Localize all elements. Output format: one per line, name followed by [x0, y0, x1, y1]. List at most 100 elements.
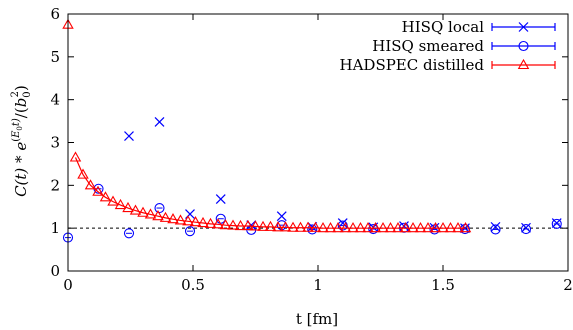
data-point [189, 216, 202, 227]
legend-label: HISQ local [402, 18, 485, 36]
data-point [347, 222, 359, 233]
data-point [354, 222, 367, 233]
data-point [137, 206, 149, 217]
x-marker-stroke [154, 117, 165, 127]
y-tick-label: 2 [50, 176, 60, 194]
data-point [429, 222, 442, 233]
data-point [276, 211, 287, 222]
data-point [422, 222, 434, 233]
data-point [309, 221, 322, 232]
x-tick-label: 0 [63, 276, 73, 294]
data-point [399, 222, 412, 233]
data-point [377, 222, 389, 233]
circle-marker-ring [154, 202, 165, 214]
circle-marker-ring [184, 226, 196, 237]
circle-marker-ring [520, 223, 532, 235]
legend-marker [518, 40, 529, 52]
data-point [234, 219, 247, 231]
data-point [242, 219, 254, 231]
data-point [302, 221, 314, 232]
legend-label: HISQ smeared [372, 37, 484, 55]
data-point [123, 228, 135, 239]
data-point [184, 226, 196, 237]
circle-marker-ring [490, 224, 501, 235]
data-point [185, 209, 195, 219]
data-point [219, 219, 232, 230]
data-point [520, 223, 532, 235]
legend-marker [517, 58, 530, 70]
y-tick-label: 4 [50, 91, 60, 109]
series-line [74, 157, 466, 229]
data-point [84, 179, 97, 190]
x-marker-stroke [521, 222, 531, 233]
data-point [459, 222, 472, 233]
series-layer [62, 18, 562, 243]
data-point [144, 208, 157, 219]
y-tick-label: 0 [50, 262, 60, 280]
data-point [339, 222, 352, 233]
y-tick-label: 3 [50, 134, 60, 152]
data-point [99, 191, 112, 202]
x-marker-stroke [215, 194, 226, 204]
series-2 [62, 18, 472, 233]
data-point [324, 222, 337, 233]
data-point [107, 195, 119, 206]
data-point [369, 222, 382, 233]
x-tick-label: 1.5 [431, 276, 455, 294]
data-point [444, 222, 457, 233]
data-point [204, 217, 217, 228]
x-marker-stroke [276, 211, 287, 222]
plot-frame [67, 13, 569, 272]
circle-marker-ring [551, 218, 562, 229]
circle-marker-ring [123, 228, 135, 239]
data-point [272, 221, 284, 232]
data-point [332, 222, 344, 233]
data-point [287, 221, 299, 232]
data-point [279, 221, 292, 232]
data-point [249, 220, 262, 231]
data-point [437, 222, 449, 233]
legend-label: HADSPEC distilled [340, 56, 485, 74]
data-point [227, 219, 239, 230]
series-0 [124, 117, 562, 234]
data-point [154, 117, 165, 127]
series-1 [62, 183, 562, 243]
data-point [414, 222, 427, 233]
data-point [551, 218, 562, 229]
data-point [69, 151, 82, 162]
y-tick-label: 1 [50, 219, 60, 237]
data-point [197, 216, 209, 228]
x-axis-label: t [fm] [296, 310, 338, 328]
x-marker-stroke [124, 131, 134, 141]
data-point [264, 220, 277, 231]
data-point [362, 222, 374, 233]
data-point [490, 224, 501, 235]
x-tick-label: 0.5 [181, 276, 205, 294]
circle-marker-ring [518, 40, 529, 52]
x-tick-label: 2 [563, 276, 573, 294]
x-marker-stroke [518, 22, 529, 32]
data-point [452, 222, 464, 233]
y-axis-label: C(t) * e(E0t)/(b02) [10, 85, 33, 197]
data-point [154, 202, 165, 214]
data-point [182, 215, 194, 226]
data-point [257, 220, 269, 231]
data-point [294, 221, 307, 232]
data-point [317, 222, 329, 233]
data-point [384, 222, 397, 233]
data-point [152, 210, 164, 221]
data-point [174, 214, 187, 225]
data-point [129, 204, 142, 215]
legend-marker [518, 22, 529, 32]
axis-layer: 0 0.5 1 1.5 2 0 1 2 3 4 5 6 [50, 5, 572, 294]
data-point [521, 222, 531, 233]
y-tick-label: 5 [50, 48, 60, 66]
data-point [159, 211, 172, 222]
data-point [392, 222, 404, 233]
data-point [92, 185, 104, 196]
data-point [77, 168, 89, 179]
data-point [124, 131, 134, 141]
circle-marker-ring [368, 223, 379, 235]
